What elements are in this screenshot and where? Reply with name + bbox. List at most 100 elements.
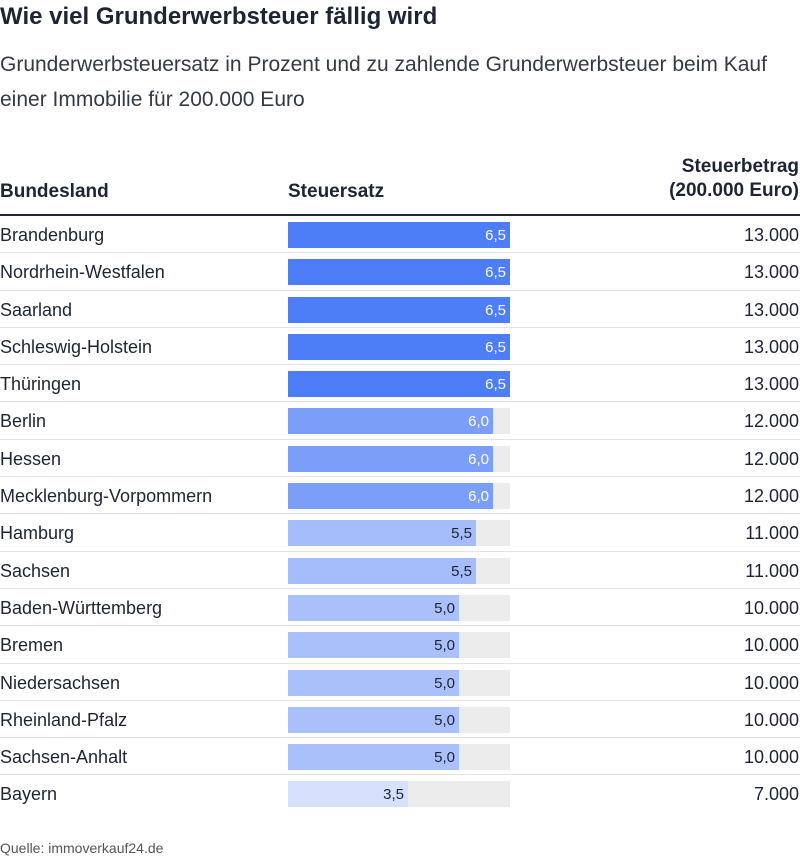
rate-bar — [288, 445, 493, 472]
state-label: Baden-Württemberg — [0, 597, 163, 618]
state-label: Hamburg — [0, 523, 75, 544]
rate-bar — [288, 296, 510, 323]
amount-value: 10.000 — [743, 747, 799, 768]
table-row: Bayern 3,5 7.000 — [0, 775, 800, 812]
rate-bar — [288, 744, 459, 771]
bar-track: 6,5 — [288, 296, 510, 323]
chart-subtitle: Grunderwerbsteuersatz in Prozent und zu … — [0, 53, 767, 111]
column-header-rate: Steuersatz — [288, 181, 385, 202]
amount-value: 13.000 — [743, 225, 799, 245]
rate-label: 6,0 — [468, 450, 489, 468]
state-label: Thüringen — [0, 374, 82, 395]
state-label: Schleswig-Holstein — [0, 336, 153, 357]
amount-value: 11.000 — [745, 560, 799, 581]
rate-label: 5,0 — [434, 674, 455, 692]
rate-label: 5,0 — [434, 711, 455, 729]
rate-bar — [288, 259, 510, 286]
amount-value: 12.000 — [743, 448, 799, 469]
state-label: Niedersachsen — [0, 672, 121, 693]
table-row: Thüringen 6,5 13.000 — [0, 365, 800, 403]
table-row: Hessen 6,0 12.000 — [0, 440, 800, 478]
header-divider — [0, 214, 800, 216]
amount-value: 11.000 — [745, 523, 799, 544]
state-label: Berlin — [0, 411, 47, 432]
rate-label: 6,5 — [485, 376, 506, 394]
column-header-state: Bundesland — [0, 181, 109, 202]
rate-label: 5,0 — [434, 599, 455, 617]
bar-track: 6,5 — [288, 371, 510, 398]
rate-bar — [288, 222, 510, 248]
table-row: Mecklenburg-Vorpommern 6,0 12.000 — [0, 477, 800, 515]
table-row: Saarland 6,5 13.000 — [0, 291, 800, 328]
bar-track: 6,0 — [288, 483, 510, 510]
rate-label: 6,0 — [468, 488, 489, 506]
column-header-amount-line2: (200.000 Euro) — [669, 180, 799, 201]
bar-track: 6,5 — [288, 259, 510, 286]
rate-bar — [288, 483, 493, 510]
bar-track: 5,0 — [288, 669, 510, 696]
bar-track: 5,0 — [288, 632, 510, 659]
amount-value: 10.000 — [743, 597, 799, 618]
amount-value: 7.000 — [753, 784, 799, 805]
rate-bar — [288, 594, 459, 621]
rate-label: 6,5 — [485, 301, 506, 319]
rate-bar — [288, 706, 459, 733]
bar-track: 5,0 — [288, 706, 510, 733]
bar-track: 5,0 — [288, 594, 510, 621]
bar-track: 5,5 — [288, 557, 510, 584]
bar-track: 3,5 — [288, 781, 510, 808]
state-label: Bremen — [0, 635, 64, 656]
column-header-amount: Steuerbetrag (200.000 Euro) — [669, 155, 799, 203]
rate-bar — [288, 333, 510, 360]
table-row: Baden-Württemberg 5,0 10.000 — [0, 589, 800, 627]
state-label: Rheinland-Pfalz — [0, 709, 128, 730]
rate-label: 5,0 — [434, 637, 455, 655]
rate-label: 6,5 — [485, 227, 506, 244]
rate-label: 6,5 — [485, 264, 506, 282]
amount-value: 12.000 — [743, 411, 799, 432]
bar-track: 6,5 — [288, 222, 510, 248]
table-row: Sachsen-Anhalt 5,0 10.000 — [0, 738, 800, 776]
bar-track: 5,0 — [288, 744, 510, 771]
amount-value: 10.000 — [743, 635, 799, 656]
table-row: Schleswig-Holstein 6,5 13.000 — [0, 328, 800, 366]
bar-track: 6,0 — [288, 408, 510, 435]
table-row: Berlin 6,0 12.000 — [0, 402, 800, 440]
data-table-body: Brandenburg 6,5 13.000 Nordrhein-Westfalen 6… — [0, 216, 800, 813]
state-label: Mecklenburg-Vorpommern — [0, 486, 213, 507]
rate-bar — [288, 371, 510, 398]
rate-bar — [288, 557, 476, 584]
rate-label: 6,5 — [485, 338, 506, 356]
rate-label: 5,5 — [451, 562, 472, 580]
state-label: Nordrhein-Westfalen — [0, 262, 165, 283]
rate-bar — [288, 669, 459, 696]
state-label: Sachsen-Anhalt — [0, 747, 128, 768]
bar-track: 5,5 — [288, 520, 510, 547]
column-header-amount-line1: Steuerbetrag — [681, 156, 799, 177]
rate-label: 5,5 — [451, 525, 472, 543]
amount-value: 13.000 — [743, 299, 799, 320]
amount-value: 10.000 — [743, 709, 799, 730]
state-label: Saarland — [0, 299, 73, 320]
table-row: Sachsen 5,5 11.000 — [0, 552, 800, 589]
rate-label: 5,0 — [434, 749, 455, 767]
rate-label: 3,5 — [383, 786, 404, 804]
table-row: Nordrhein-Westfalen 6,5 13.000 — [0, 253, 800, 291]
bar-track: 6,0 — [288, 445, 510, 472]
amount-value: 13.000 — [743, 336, 799, 357]
amount-value: 10.000 — [743, 672, 799, 693]
state-label: Sachsen — [0, 560, 71, 581]
rate-label: 6,0 — [468, 413, 489, 431]
table-row: Brandenburg 6,5 13.000 — [0, 216, 800, 254]
table-row: Bremen 5,0 10.000 — [0, 626, 800, 664]
state-label: Hessen — [0, 448, 62, 469]
state-label: Brandenburg — [0, 225, 105, 245]
source-note: Quelle: immoverkauf24.de — [0, 840, 164, 856]
amount-value: 13.000 — [743, 262, 799, 283]
bar-track: 6,5 — [288, 333, 510, 360]
rate-bar — [288, 781, 408, 808]
state-label: Bayern — [0, 784, 58, 805]
amount-value: 12.000 — [743, 486, 799, 507]
rate-bar — [288, 408, 493, 435]
chart-title: Wie viel Grunderwerbsteuer fällig wird — [0, 3, 438, 30]
